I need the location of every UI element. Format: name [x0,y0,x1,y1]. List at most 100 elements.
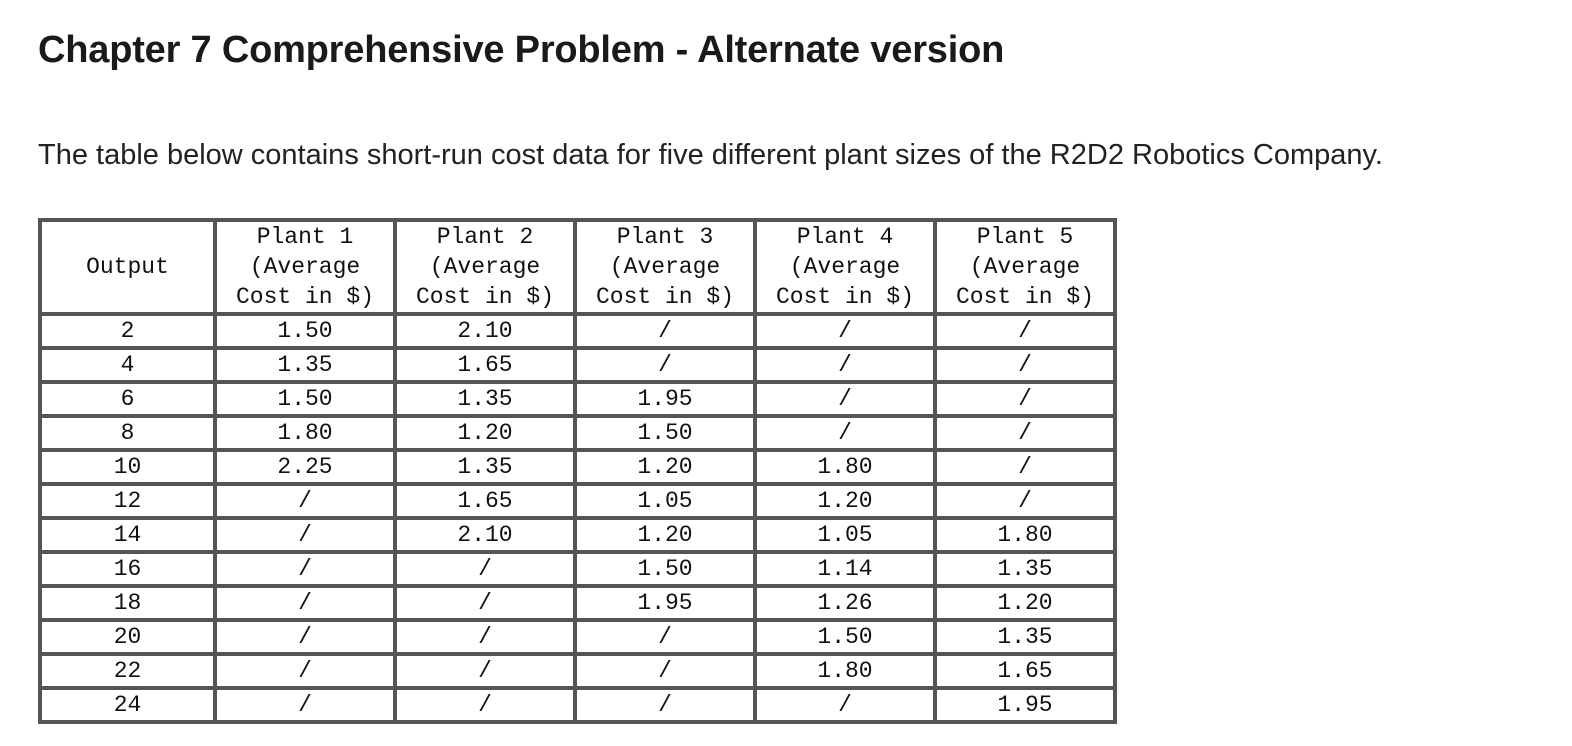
plant-3-cell: / [575,688,755,722]
plant-4-cell: 1.14 [755,552,935,586]
plant-1-cell: / [215,552,395,586]
plant-4-cell: / [755,348,935,382]
plant-4-cell: / [755,314,935,348]
page-title: Chapter 7 Comprehensive Problem - Altern… [38,29,1005,72]
plant-2-header-line-3: Cost in $) [415,284,555,310]
plant-3-cell: 1.95 [575,586,755,620]
plant-4-header-line-3: Cost in $) [775,284,915,310]
plant-5-header: Plant 5 (Average Cost in $) [935,220,1115,314]
plant-4-cell: 1.26 [755,586,935,620]
output-cell: 6 [40,382,215,416]
plant-4-cell: / [755,382,935,416]
plant-2-cell: 2.10 [395,314,575,348]
plant-2-header: Plant 2 (Average Cost in $) [395,220,575,314]
plant-4-header-line-1: Plant 4 [796,224,894,250]
plant-2-cell: / [395,654,575,688]
plant-2-cell: 1.20 [395,416,575,450]
table-row: 20 / / / 1.50 1.35 [40,620,1115,654]
output-header: Output [40,220,215,314]
plant-4-cell: 1.20 [755,484,935,518]
intro-text: The table below contains short-run cost … [38,139,1383,171]
output-cell: 18 [40,586,215,620]
plant-3-cell: 1.50 [575,416,755,450]
plant-2-cell: 1.35 [395,382,575,416]
plant-1-cell: 1.80 [215,416,395,450]
table-row: 2 1.50 2.10 / / / [40,314,1115,348]
output-cell: 4 [40,348,215,382]
plant-3-cell: 1.05 [575,484,755,518]
plant-5-header-line-1: Plant 5 [976,224,1074,250]
output-cell: 8 [40,416,215,450]
plant-5-header-line-2: (Average [969,254,1081,280]
plant-3-cell: / [575,348,755,382]
plant-1-header-line-3: Cost in $) [235,284,375,310]
table-header-row: Output Plant 1 (Average Cost in $) Plant… [40,220,1115,314]
table-row: 4 1.35 1.65 / / / [40,348,1115,382]
plant-2-cell: / [395,552,575,586]
output-cell: 12 [40,484,215,518]
plant-4-cell: 1.50 [755,620,935,654]
table-row: 10 2.25 1.35 1.20 1.80 / [40,450,1115,484]
plant-4-cell: / [755,688,935,722]
plant-1-cell: / [215,688,395,722]
plant-2-header-line-2: (Average [429,254,541,280]
plant-3-cell: 1.20 [575,518,755,552]
plant-5-cell: / [935,484,1115,518]
plant-5-cell: / [935,450,1115,484]
plant-3-cell: 1.20 [575,450,755,484]
plant-5-header-line-3: Cost in $) [955,284,1095,310]
plant-1-header-line-1: Plant 1 [256,224,354,250]
plant-2-cell: 1.35 [395,450,575,484]
plant-5-cell: 1.65 [935,654,1115,688]
plant-3-header: Plant 3 (Average Cost in $) [575,220,755,314]
table-row: 24 / / / / 1.95 [40,688,1115,722]
plant-5-cell: / [935,382,1115,416]
table-row: 22 / / / 1.80 1.65 [40,654,1115,688]
plant-1-cell: / [215,484,395,518]
plant-1-cell: 1.50 [215,382,395,416]
plant-3-cell: / [575,314,755,348]
plant-4-header-line-2: (Average [789,254,901,280]
output-cell: 20 [40,620,215,654]
table-row: 16 / / 1.50 1.14 1.35 [40,552,1115,586]
output-cell: 22 [40,654,215,688]
plant-2-cell: 1.65 [395,348,575,382]
plant-5-cell: 1.95 [935,688,1115,722]
plant-5-cell: 1.20 [935,586,1115,620]
plant-2-header-line-1: Plant 2 [436,224,534,250]
table-row: 12 / 1.65 1.05 1.20 / [40,484,1115,518]
plant-1-cell: 1.35 [215,348,395,382]
plant-3-header-line-2: (Average [609,254,721,280]
plant-2-cell: 1.65 [395,484,575,518]
plant-1-cell: 2.25 [215,450,395,484]
plant-4-cell: / [755,416,935,450]
plant-3-header-line-3: Cost in $) [595,284,735,310]
plant-1-header-line-2: (Average [249,254,361,280]
plant-4-cell: 1.80 [755,654,935,688]
plant-3-cell: 1.50 [575,552,755,586]
plant-3-header-line-1: Plant 3 [616,224,714,250]
plant-1-cell: 1.50 [215,314,395,348]
plant-5-cell: / [935,348,1115,382]
plant-1-cell: / [215,586,395,620]
output-cell: 24 [40,688,215,722]
plant-2-cell: / [395,688,575,722]
plant-4-cell: 1.05 [755,518,935,552]
output-cell: 10 [40,450,215,484]
table-row: 18 / / 1.95 1.26 1.20 [40,586,1115,620]
plant-2-cell: / [395,620,575,654]
plant-4-header: Plant 4 (Average Cost in $) [755,220,935,314]
plant-1-cell: / [215,654,395,688]
plant-5-cell: / [935,416,1115,450]
plant-2-cell: 2.10 [395,518,575,552]
table-row: 14 / 2.10 1.20 1.05 1.80 [40,518,1115,552]
plant-5-cell: 1.35 [935,552,1115,586]
output-cell: 16 [40,552,215,586]
table-row: 6 1.50 1.35 1.95 / / [40,382,1115,416]
cost-table: Output Plant 1 (Average Cost in $) Plant… [38,218,1117,724]
plant-1-cell: / [215,620,395,654]
plant-4-cell: 1.80 [755,450,935,484]
plant-5-cell: 1.80 [935,518,1115,552]
plant-1-cell: / [215,518,395,552]
table-row: 8 1.80 1.20 1.50 / / [40,416,1115,450]
